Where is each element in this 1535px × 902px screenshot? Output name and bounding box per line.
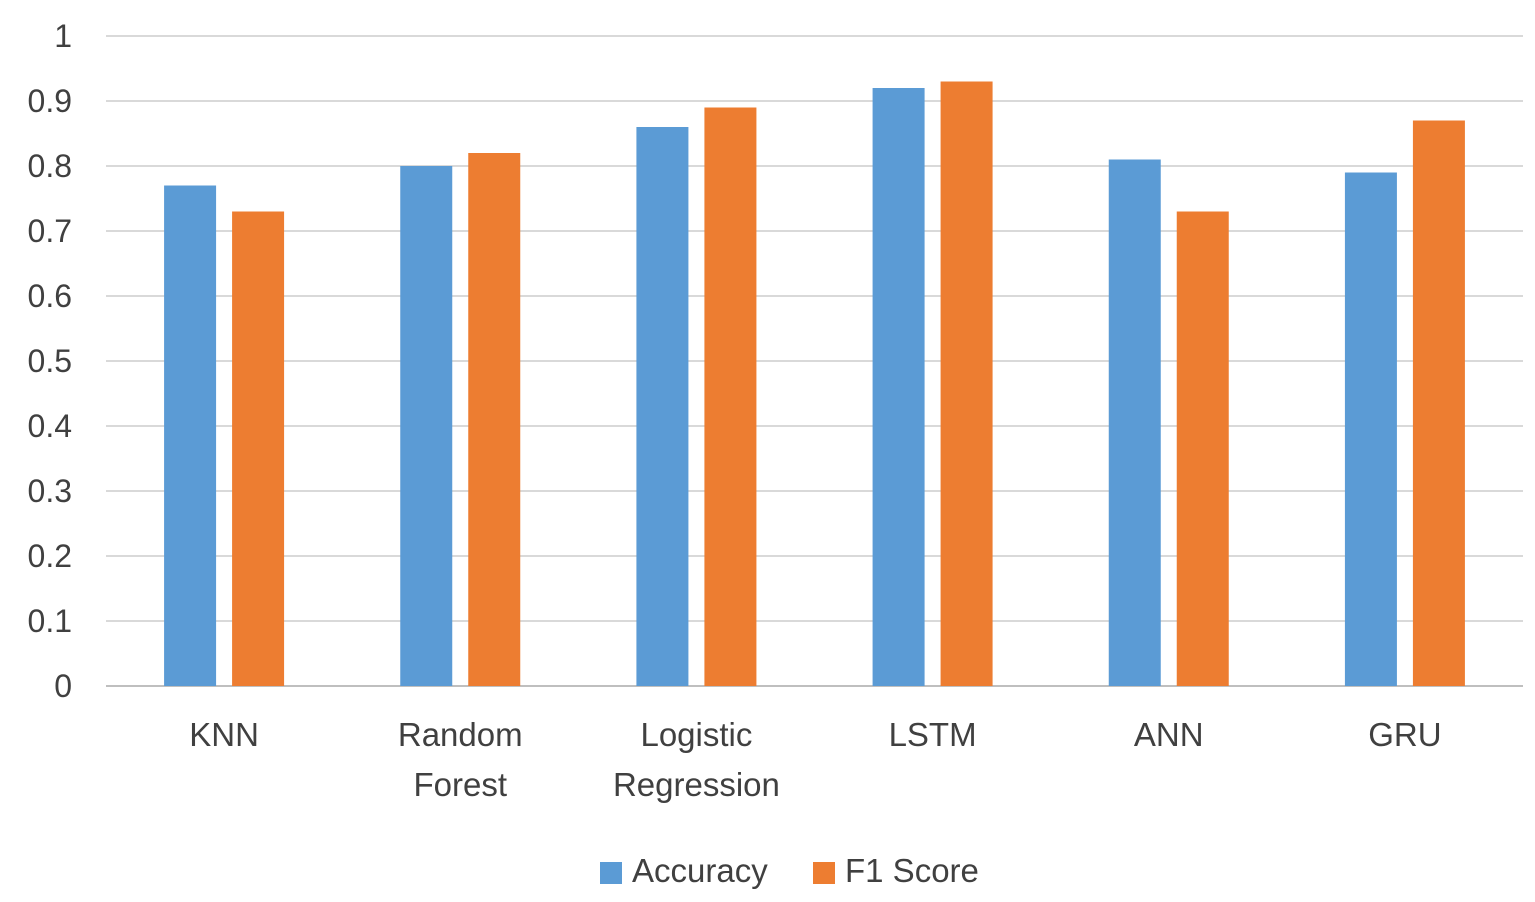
legend-swatch [813, 862, 835, 884]
y-tick-label: 0.7 [28, 213, 72, 249]
y-tick-label: 0.5 [28, 343, 72, 379]
y-tick-label: 0.4 [28, 408, 72, 444]
legend-label: F1 Score [845, 852, 979, 889]
bar-f1-score [1412, 120, 1465, 686]
bar-accuracy [1108, 159, 1161, 686]
x-category-label: LSTM [889, 716, 977, 753]
x-category-label: Random [398, 716, 523, 753]
bars [164, 81, 1465, 686]
y-tick-label: 0.8 [28, 148, 72, 184]
bar-accuracy [400, 166, 453, 686]
legend: Accuracy F1 Score [600, 852, 979, 889]
bar-accuracy [1344, 172, 1397, 686]
bar-f1-score [468, 153, 521, 686]
y-tick-label: 1 [54, 18, 72, 54]
y-tick-label: 0 [54, 668, 72, 704]
x-category-label: Regression [613, 766, 780, 803]
y-tick-label: 0.1 [28, 603, 72, 639]
bar-accuracy [872, 88, 925, 686]
x-axis-labels: KNN Random Forest Logistic Regression LSTM ANN… [189, 716, 1441, 803]
gridlines [106, 35, 1523, 687]
legend-swatch [600, 862, 622, 884]
bar-accuracy [636, 127, 689, 686]
y-axis-ticks: 0 0.1 0.2 0.3 0.4 0.5 0.6 0.7 0.8 0.9 1 [28, 18, 72, 704]
x-category-label: KNN [189, 716, 259, 753]
x-category-label: ANN [1134, 716, 1204, 753]
y-tick-label: 0.2 [28, 538, 72, 574]
legend-label: Accuracy [632, 852, 768, 889]
y-tick-label: 0.9 [28, 83, 72, 119]
y-tick-label: 0.6 [28, 278, 72, 314]
bar-accuracy [164, 185, 217, 686]
bar-f1-score [704, 107, 757, 686]
x-category-label: Forest [413, 766, 507, 803]
x-category-label: GRU [1368, 716, 1441, 753]
bar-f1-score [1176, 211, 1229, 686]
bar-f1-score [232, 211, 285, 686]
bar-f1-score [940, 81, 993, 686]
x-category-label: Logistic [640, 716, 752, 753]
y-tick-label: 0.3 [28, 473, 72, 509]
